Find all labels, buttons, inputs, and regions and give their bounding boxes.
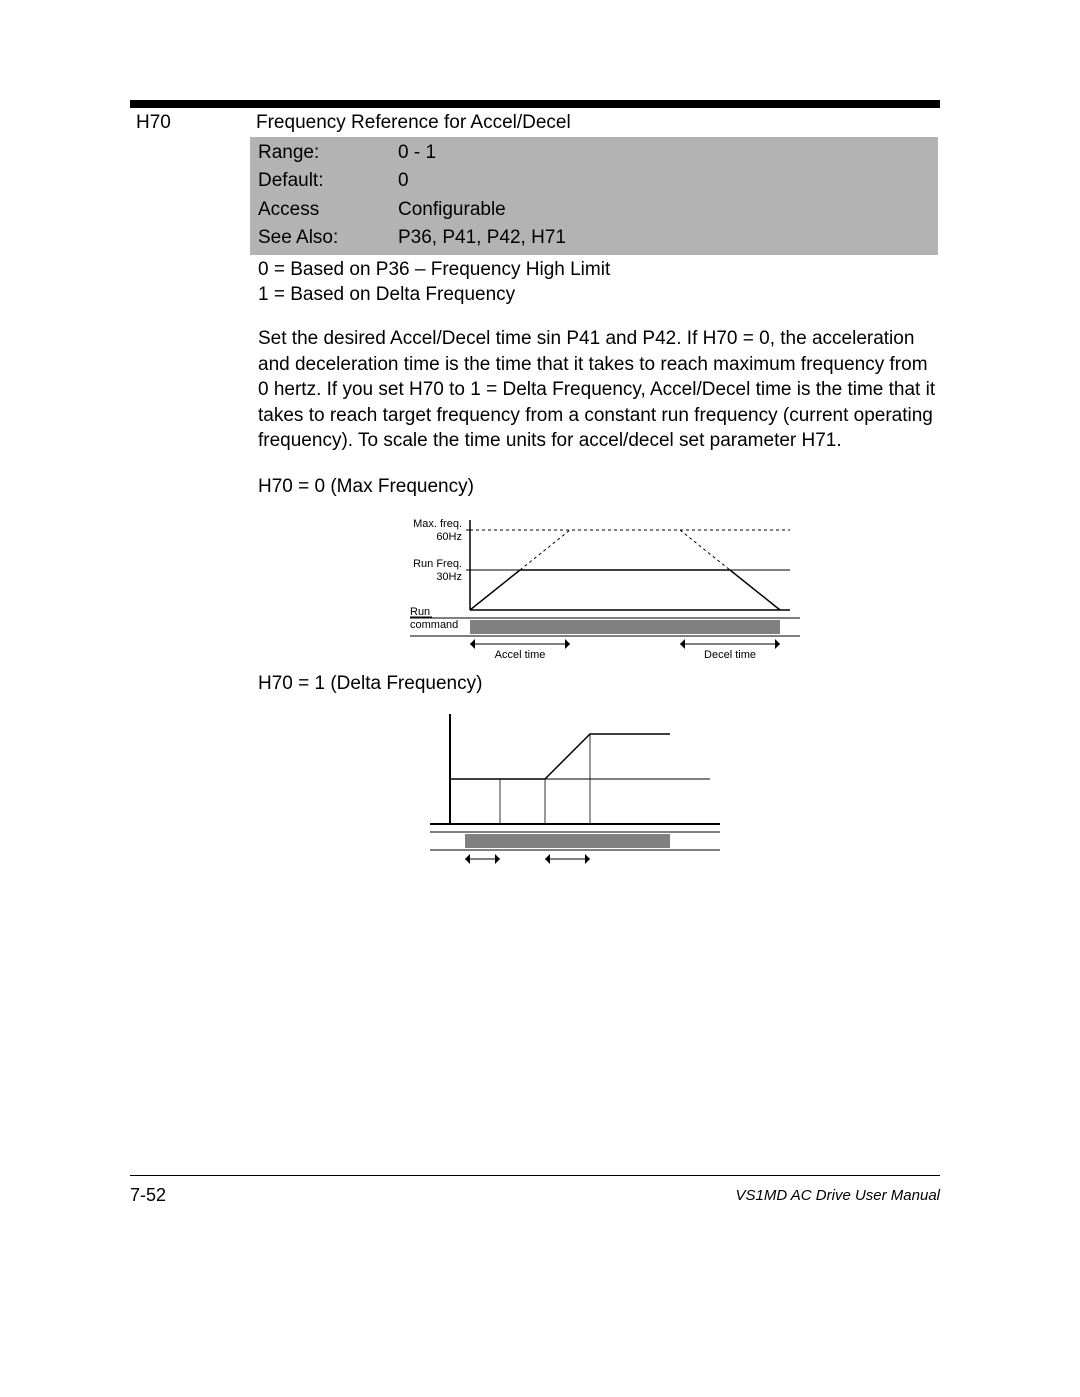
mode1-label: H70 = 1 (Delta Frequency): [258, 671, 938, 697]
access-label: Access: [258, 196, 398, 225]
chart-1: Max. freq.60Hz Run Freq.30Hz Runcommand Acc…: [250, 510, 940, 665]
description: 0 = Based on P36 – Frequency High Limit …: [250, 257, 938, 500]
page-number: 7-52: [130, 1185, 166, 1206]
seealso-value: P36, P41, P42, H71: [398, 224, 938, 253]
row-default: Default: 0: [258, 167, 938, 196]
range-label: Range:: [258, 139, 398, 168]
mode1-label-block: H70 = 1 (Delta Frequency): [250, 671, 938, 697]
svg-text:Run: Run: [410, 606, 430, 618]
range-value: 0 - 1: [398, 139, 938, 168]
manual-title: VS1MD AC Drive User Manual: [736, 1185, 941, 1206]
svg-text:60Hz: 60Hz: [436, 531, 462, 543]
mode0-label: H70 = 0 (Max Frequency): [258, 474, 938, 500]
row-access: Access Configurable: [258, 196, 938, 225]
info-table: Range: 0 - 1 Default: 0 Access Configura…: [250, 137, 938, 255]
page-content: H70 Frequency Reference for Accel/Decel …: [130, 100, 940, 879]
seealso-label: See Also:: [258, 224, 398, 253]
row-range: Range: 0 - 1: [258, 139, 938, 168]
paragraph: Set the desired Accel/Decel time sin P41…: [258, 326, 938, 454]
option-0: 0 = Based on P36 – Frequency High Limit: [258, 257, 938, 283]
svg-text:Run Freq.: Run Freq.: [413, 558, 462, 570]
row-seealso: See Also: P36, P41, P42, H71: [258, 224, 938, 253]
svg-text:Decel time: Decel time: [704, 649, 756, 660]
default-label: Default:: [258, 167, 398, 196]
access-value: Configurable: [398, 196, 938, 225]
option-1: 1 = Based on Delta Frequency: [258, 282, 938, 308]
chart1-svg: Max. freq.60Hz Run Freq.30Hz Runcommand Acc…: [250, 510, 810, 660]
svg-text:Max. freq.: Max. freq.: [413, 518, 462, 530]
top-rule: [130, 100, 940, 108]
param-header: H70 Frequency Reference for Accel/Decel: [130, 110, 940, 137]
footer: 7-52 VS1MD AC Drive User Manual: [130, 1185, 940, 1206]
chart2-svg: [390, 704, 750, 874]
footer-rule: [130, 1175, 940, 1176]
svg-text:Accel time: Accel time: [495, 649, 546, 660]
param-title: Frequency Reference for Accel/Decel: [256, 110, 940, 137]
svg-text:30Hz: 30Hz: [436, 571, 462, 583]
chart-2: [390, 704, 940, 879]
svg-text:command: command: [410, 619, 458, 631]
default-value: 0: [398, 167, 938, 196]
param-code: H70: [130, 110, 256, 137]
